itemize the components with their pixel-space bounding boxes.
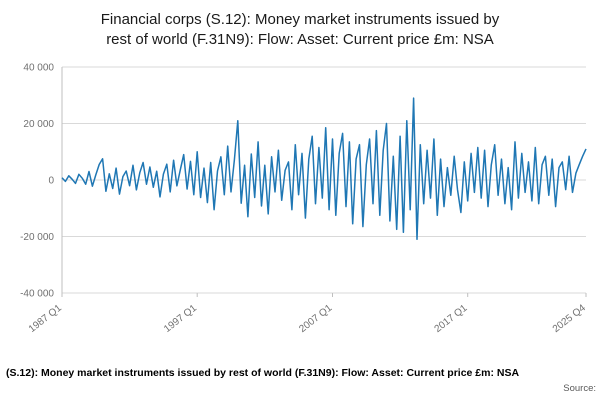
footer-source-label: Source: (563, 383, 596, 394)
y-tick-label: -20 000 (20, 232, 54, 243)
x-tick-label: 1987 Q1 (27, 302, 64, 335)
y-tick-label: 20 000 (23, 119, 54, 130)
y-tick-label: -40 000 (20, 288, 54, 299)
x-tick-label: 2025 Q4 (551, 302, 588, 335)
x-tick-label: 2007 Q1 (297, 302, 334, 335)
footer-caption: (S.12): Money market instruments issued … (6, 367, 520, 379)
data-series-line (61, 96, 587, 240)
chart-title: Financial corps (S.12): Money market ins… (0, 0, 600, 51)
chart-title-line-2: rest of world (F.31N9): Flow: Asset: Cur… (106, 31, 494, 49)
chart-title-line-1: Financial corps (S.12): Money market ins… (100, 11, 500, 28)
y-tick-label: 0 (48, 175, 54, 186)
x-tick-label: 1997 Q1 (162, 302, 199, 335)
y-tick-label: 40 000 (23, 62, 54, 73)
x-tick-label: 2017 Q1 (433, 302, 470, 335)
line-chart-canvas: 40 000 20 000 0 -20 000 -40 000 1987 Q1 1997 Q… (20, 62, 588, 335)
chart-footer: (S.12): Money market instruments issued … (0, 367, 600, 394)
